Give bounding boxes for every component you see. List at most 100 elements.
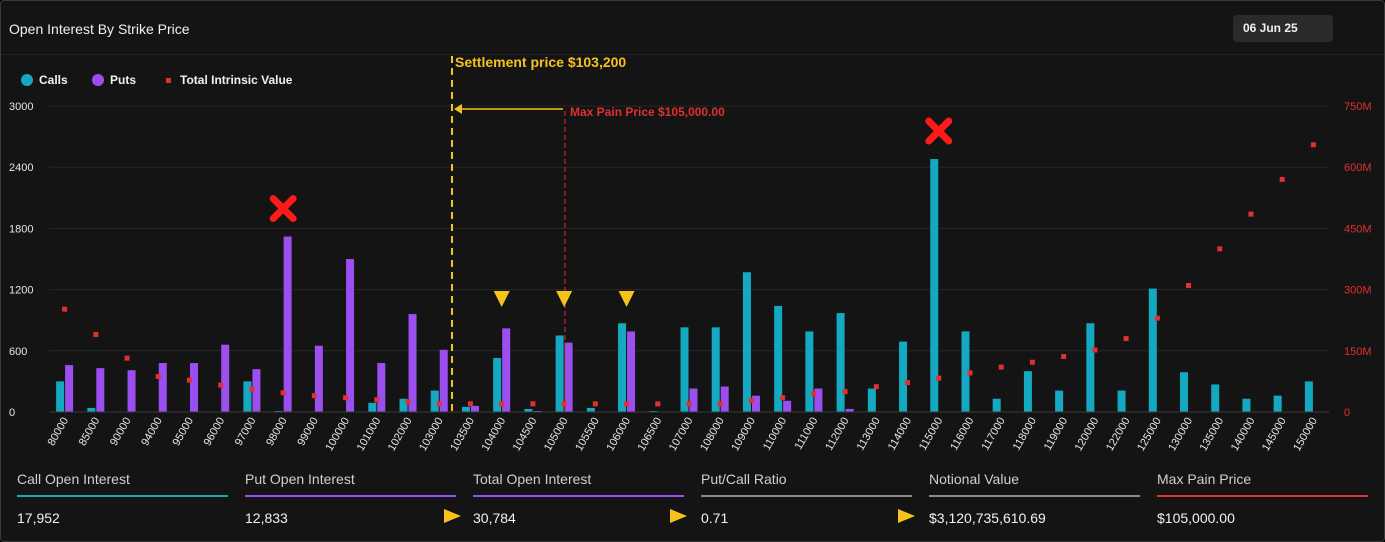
intrinsic-value-point	[1123, 336, 1129, 342]
call-bar	[992, 398, 1001, 412]
triangle-down-icon	[618, 291, 635, 307]
intrinsic-value-point	[936, 375, 942, 381]
call-bar	[867, 388, 876, 412]
put-bar	[158, 363, 167, 412]
calls-dot-icon	[21, 74, 33, 86]
stat-label: Total Open Interest	[473, 471, 592, 487]
x-tick-label: 107000	[667, 416, 696, 454]
intrinsic-value-point	[561, 401, 567, 407]
y-left-tick-label: 0	[9, 407, 15, 419]
intrinsic-value-point	[1154, 315, 1160, 321]
stat-underline	[929, 495, 1140, 497]
x-tick-label: 98000	[264, 416, 290, 448]
x-tick-label: 110000	[761, 416, 789, 453]
x-tick-label: 119000	[1042, 416, 1070, 453]
puts-dot-icon	[92, 74, 104, 86]
x-tick-label: 103000	[417, 416, 446, 454]
stat-value: $3,120,735,610.69	[929, 510, 1046, 526]
date-selector[interactable]: 06 Jun 25	[1233, 15, 1333, 42]
put-bar	[346, 259, 355, 412]
call-bar	[1211, 384, 1220, 412]
legend-puts-label: Puts	[110, 73, 137, 87]
x-tick-label: 104500	[511, 416, 540, 454]
x-tick-label: 130000	[1166, 416, 1195, 454]
call-bar	[899, 341, 908, 412]
x-tick-label: 122000	[1104, 416, 1133, 454]
stat-value: 12,833	[245, 510, 288, 526]
put-bar	[502, 328, 511, 412]
call-bar	[1273, 395, 1282, 412]
x-tick-label: 120000	[1073, 416, 1102, 454]
intrinsic-value-point	[467, 401, 473, 407]
intrinsic-value-point	[873, 384, 879, 390]
x-tick-label: 96000	[202, 416, 228, 448]
y-left-tick-label: 2400	[9, 162, 33, 174]
y-right-tick-label: 0	[1344, 407, 1350, 419]
call-bar	[274, 410, 283, 412]
x-tick-label: 80000	[46, 416, 72, 448]
intrinsic-value-point	[1186, 283, 1192, 289]
intrinsic-value-point	[1029, 359, 1035, 365]
triangle-down-icon	[556, 291, 573, 307]
intrinsic-square-icon	[166, 78, 171, 83]
x-tick-label: 85000	[77, 416, 103, 448]
call-bar	[805, 331, 814, 412]
put-bar	[720, 386, 729, 412]
triangle-right-icon	[898, 509, 915, 523]
call-bar	[399, 398, 408, 412]
call-bar	[524, 408, 533, 412]
call-bar	[1148, 288, 1157, 412]
stat-label: Call Open Interest	[17, 471, 130, 487]
call-bar	[618, 323, 627, 412]
call-bar	[649, 410, 658, 412]
stat-label: Notional Value	[929, 471, 1020, 487]
intrinsic-value-point	[905, 380, 911, 386]
put-bar	[221, 344, 230, 412]
x-tick-label: 115000	[917, 416, 945, 453]
intrinsic-value-point	[1217, 246, 1223, 252]
intrinsic-value-point	[998, 364, 1004, 370]
x-tick-label: 90000	[108, 416, 134, 448]
call-bar	[56, 381, 65, 412]
call-bar	[1023, 371, 1032, 412]
stat-max-pain-price: Max Pain Price $105,000.00	[1157, 471, 1368, 526]
triangle-right-icon	[670, 509, 687, 523]
legend-calls-label: Calls	[39, 73, 68, 87]
stat-total-open-interest: Total Open Interest 30,784	[473, 471, 684, 526]
stat-call-open-interest: Call Open Interest 17,952	[17, 471, 228, 526]
y-left-tick-label: 1200	[9, 285, 33, 297]
intrinsic-value-point	[499, 401, 505, 407]
x-tick-label: 109000	[729, 416, 758, 454]
x-tick-label: 125000	[1135, 416, 1164, 454]
put-bar	[283, 236, 292, 412]
grid-lines	[49, 105, 1329, 352]
call-bar	[493, 357, 502, 412]
call-bar	[930, 159, 939, 412]
intrinsic-value-point	[374, 397, 380, 403]
header-divider	[1, 54, 1384, 55]
x-mark-icon	[925, 117, 953, 145]
open-interest-chart: 0 0 600 150M 1200 300M 1800 450M 2400 600M 3000 750…	[9, 54, 1372, 454]
intrinsic-value-point	[1279, 176, 1285, 182]
stat-underline	[473, 495, 684, 497]
intrinsic-value-point	[311, 393, 317, 399]
overlays: Settlement price $103,200 Max Pain Price…	[269, 54, 953, 412]
intrinsic-value-point	[780, 395, 786, 401]
put-bar	[65, 365, 74, 412]
intrinsic-value-point	[218, 382, 224, 388]
stat-put-call-ratio: Put/Call Ratio 0.71	[701, 471, 912, 526]
put-bar	[845, 408, 854, 412]
x-tick-label: 113000	[855, 416, 883, 453]
call-bar	[1117, 390, 1126, 412]
y-right-tick-label: 450M	[1344, 223, 1372, 235]
page-title: Open Interest By Strike Price	[9, 21, 190, 37]
call-bar	[680, 327, 689, 412]
intrinsic-value-point	[717, 401, 723, 407]
stat-underline	[17, 495, 228, 497]
triangle-down-icon	[493, 291, 510, 307]
call-bar	[742, 272, 751, 412]
call-bar	[1180, 372, 1189, 412]
intrinsic-value-point	[249, 386, 255, 392]
call-bar	[1055, 390, 1064, 412]
put-bar	[127, 370, 136, 412]
